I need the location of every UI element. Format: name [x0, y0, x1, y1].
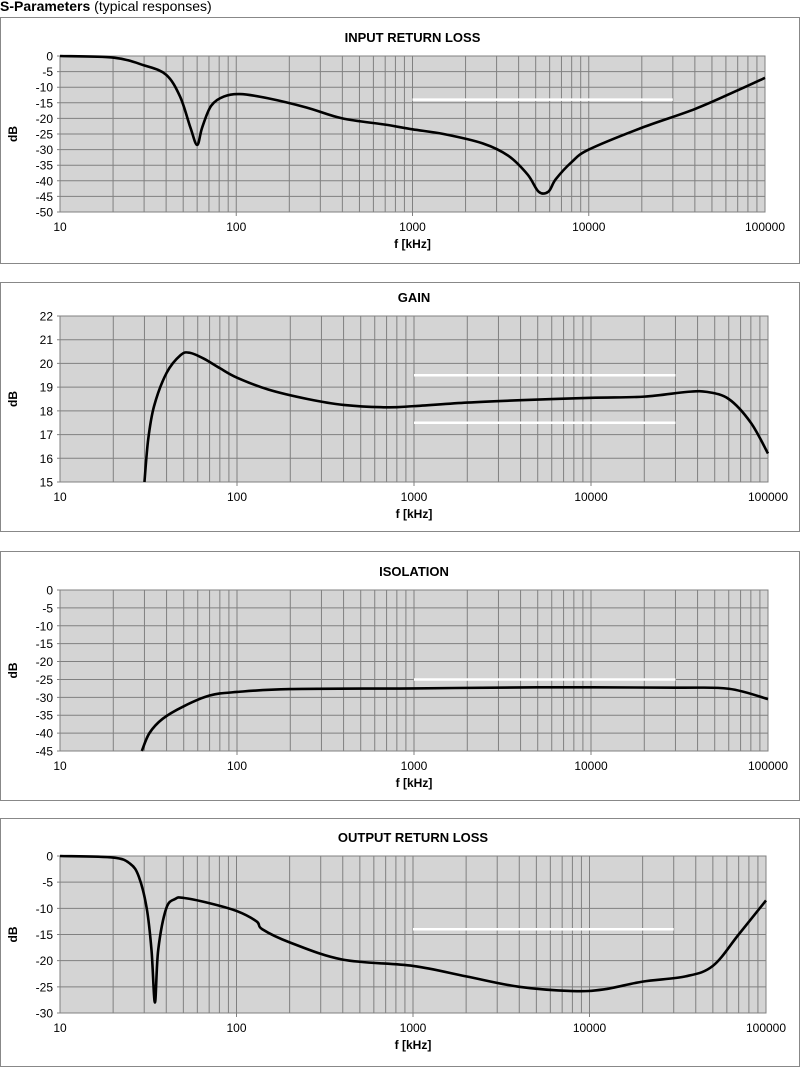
- chart-panel-0: -50 -45 -40 -35 -30 -25 -20 -15 -10 -5 0 10 100 1000 1…: [0, 17, 800, 264]
- chart-svg: -45 -40 -35 -30 -25 -20 -15 -10 -5 0 10 100 1000 1000…: [6, 564, 788, 790]
- y-tick-label: 19: [40, 381, 54, 395]
- y-tick-label: 20: [40, 357, 54, 371]
- y-tick-label: -15: [36, 928, 54, 942]
- x-tick-label: 10000: [573, 1021, 607, 1035]
- y-tick-label: 22: [40, 310, 54, 324]
- y-tick-label: -35: [36, 709, 54, 723]
- page-title: S-Parameters (typical responses): [0, 0, 212, 14]
- x-tick-label: 10: [53, 220, 67, 234]
- x-tick-label: 10: [53, 1021, 67, 1035]
- chart-title: OUTPUT RETURN LOSS: [338, 830, 489, 845]
- x-axis-label: f [kHz]: [396, 776, 433, 790]
- x-tick-label: 100000: [745, 220, 785, 234]
- x-axis-label: f [kHz]: [394, 237, 431, 251]
- y-tick-label: -10: [36, 81, 54, 95]
- y-tick-label: -10: [36, 902, 54, 916]
- chart-title: GAIN: [398, 290, 431, 305]
- x-tick-label: 100: [226, 220, 246, 234]
- title-rest: (typical responses): [90, 0, 212, 14]
- x-tick-label: 100000: [748, 490, 788, 504]
- x-axis-label: f [kHz]: [396, 507, 433, 521]
- x-tick-label: 1000: [401, 759, 428, 773]
- x-tick-label: 100: [226, 1021, 246, 1035]
- x-tick-label: 100: [227, 759, 247, 773]
- y-tick-label: 18: [40, 404, 54, 418]
- series-line-s11: [59, 54, 766, 195]
- x-tick-label: 10000: [574, 490, 608, 504]
- series-line-s21: [143, 351, 770, 483]
- chart-panel-1: 15 16 17 18 19 20 21 22 10 100 1000 10000 100000 GAIN…: [0, 282, 800, 532]
- series-line-s22: [59, 854, 768, 1004]
- x-tick-label: 10: [53, 759, 67, 773]
- y-axis-label: dB: [6, 926, 20, 942]
- y-tick-label: -50: [36, 206, 54, 220]
- chart-svg: 15 16 17 18 19 20 21 22 10 100 1000 10000 100000 GAIN…: [6, 290, 788, 521]
- x-tick-label: 1000: [401, 490, 428, 504]
- y-tick-label: -45: [36, 190, 54, 204]
- y-tick-label: 17: [40, 428, 54, 442]
- y-axis-label: dB: [6, 391, 20, 407]
- y-tick-label: -30: [36, 143, 54, 157]
- y-axis-label: dB: [6, 662, 20, 678]
- chart-title: INPUT RETURN LOSS: [345, 30, 481, 45]
- y-tick-label: -10: [36, 619, 54, 633]
- title-bold: S-Parameters: [0, 0, 91, 14]
- chart-title: ISOLATION: [379, 564, 449, 579]
- y-tick-label: -35: [36, 159, 54, 173]
- y-tick-label: -25: [36, 128, 54, 142]
- y-tick-label: 16: [40, 452, 54, 466]
- chart-panel-3: -30 -25 -20 -15 -10 -5 0 10 100 1000 10000 100000 OU…: [0, 818, 800, 1067]
- x-tick-label: 1000: [399, 220, 426, 234]
- x-tick-label: 10000: [574, 759, 608, 773]
- y-tick-label: 0: [46, 850, 53, 864]
- y-tick-label: -5: [42, 601, 53, 615]
- x-tick-label: 100: [227, 490, 247, 504]
- x-tick-label: 10000: [572, 220, 606, 234]
- y-tick-label: -20: [36, 954, 54, 968]
- y-tick-label: -25: [36, 673, 54, 687]
- chart-panel-2: -45 -40 -35 -30 -25 -20 -15 -10 -5 0 10 100 1000 1000…: [0, 551, 800, 801]
- y-tick-label: 0: [46, 50, 53, 64]
- x-tick-label: 10: [53, 490, 67, 504]
- y-tick-label: -45: [36, 745, 54, 759]
- y-tick-label: -40: [36, 727, 54, 741]
- x-tick-label: 100000: [746, 1021, 786, 1035]
- x-tick-label: 1000: [400, 1021, 427, 1035]
- y-tick-label: -15: [36, 637, 54, 651]
- y-tick-label: -5: [42, 65, 53, 79]
- y-tick-label: -20: [36, 112, 54, 126]
- y-tick-label: -5: [42, 876, 53, 890]
- x-tick-label: 100000: [748, 759, 788, 773]
- y-tick-label: -40: [36, 174, 54, 188]
- y-tick-label: -30: [36, 691, 54, 705]
- y-tick-label: 0: [46, 584, 53, 598]
- y-tick-label: -15: [36, 96, 54, 110]
- y-tick-label: -25: [36, 980, 54, 994]
- y-tick-label: 21: [40, 333, 54, 347]
- series-line-s12: [140, 685, 769, 752]
- y-axis-label: dB: [6, 126, 20, 142]
- y-tick-label: 15: [40, 476, 54, 490]
- chart-svg: -30 -25 -20 -15 -10 -5 0 10 100 1000 10000 100000 OU…: [6, 830, 786, 1052]
- y-tick-label: -30: [36, 1007, 54, 1021]
- y-tick-label: -20: [36, 655, 54, 669]
- x-axis-label: f [kHz]: [395, 1038, 432, 1052]
